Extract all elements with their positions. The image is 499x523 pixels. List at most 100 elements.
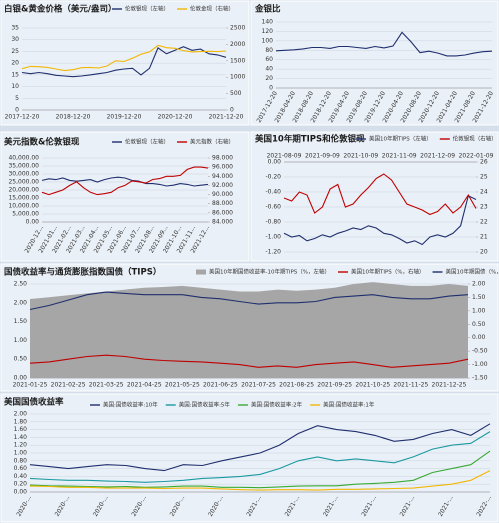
x-tick-label: 2021-09-09 — [305, 153, 340, 160]
y-tick-label: 5,000.00 — [12, 211, 39, 218]
y-tick-label: 0.50 — [14, 356, 28, 363]
chart-panel: 金银比0204060801001201402017-12-202018-04-2… — [250, 0, 499, 126]
y2-tick-label: 24 — [480, 189, 488, 196]
legend-label: 伦敦银现（左轴） — [125, 138, 169, 146]
x-tick-label: 2021-07-25 — [241, 382, 276, 389]
y-tick-label: 40 — [265, 66, 273, 73]
legend-label: 伦敦金现（右轴） — [190, 5, 234, 13]
y-tick-label: 2.00 — [14, 299, 28, 306]
y-tick-label: 1.40 — [14, 434, 28, 441]
series-line — [41, 176, 209, 187]
y2-tick-label: 2500 — [230, 25, 245, 32]
y-tick-label: 0.00 — [268, 159, 282, 166]
series-line — [41, 166, 209, 196]
y2-tick-label: 22 — [480, 219, 488, 226]
panel-background — [250, 131, 499, 262]
y2-tick-label: -1.50 — [472, 375, 488, 382]
chart-panel: 美国10年期TIPS和伦敦银现 -1.20 -1.00 -0.80 -0.60 -0.40… — [250, 131, 499, 262]
y2-tick-label: 1.00 — [472, 307, 486, 314]
y-tick-label: -0.60 — [265, 204, 281, 211]
y-tick-label: 20 — [11, 60, 19, 67]
legend-label: 美元指数（右轴） — [190, 138, 234, 146]
y-tick-label: 2.50 — [14, 281, 28, 288]
y-tick-label: 20,000.00 — [8, 187, 39, 194]
legend-label: 伦敦银现（右轴） — [453, 135, 497, 143]
legend-label: 美国:国债收益率:1年 — [323, 401, 375, 409]
y-tick-label: 35,000.00 — [8, 163, 39, 170]
series-area — [30, 282, 468, 378]
y-tick-label: 0.60 — [14, 465, 28, 472]
y-tick-label: 40,000.00 — [8, 155, 39, 162]
legend-label: 美国:国债收益率:5年 — [179, 401, 231, 409]
y-tick-label: 60 — [265, 56, 273, 63]
y2-tick-label: 20 — [480, 249, 488, 256]
y-tick-label: -0.80 — [265, 219, 281, 226]
y2-tick-label: 2.00 — [472, 281, 486, 288]
y2-tick-label: 94.000 — [212, 173, 233, 180]
y-tick-label: 0 — [269, 85, 273, 92]
y-tick-label: 35 — [11, 25, 19, 32]
y-tick-label: 1.00 — [14, 337, 28, 344]
y-tick-label: 10 — [11, 83, 19, 90]
y-tick-label: 20 — [265, 75, 273, 82]
y2-tick-label: 88.000 — [212, 200, 233, 207]
x-tick-label: 2021-04-25 — [127, 382, 162, 389]
x-tick-label: 2021-11-25 — [393, 382, 428, 389]
series-line — [29, 354, 469, 368]
y-tick-label: 1.60 — [14, 426, 28, 433]
chart-panel: 美国国债收益率0.000.200.400.600.801.001.201.401… — [0, 393, 499, 523]
y-tick-label: 0.40 — [14, 473, 28, 480]
chart-panel: 国债收益率与通货膨胀指数国债（TIPS） 0.00 0.50 1.00 1.50 2.00… — [0, 263, 499, 392]
legend-label: 美国:国债收益率:2年 — [251, 401, 303, 409]
x-tick-label: 2019-12-20 — [107, 114, 142, 121]
y2-tick-label: 21 — [480, 234, 488, 241]
legend-label: 美国10年期TIPS（%，右轴） — [351, 268, 425, 276]
y-tick-label: 15,000.00 — [8, 195, 39, 202]
series-line — [29, 431, 491, 483]
x-tick-label: 2021-12-20 — [209, 114, 244, 121]
x-tick-label: 2021-10-09 — [343, 153, 378, 160]
chart-panel: 白银&黄金价格（美元/盎司） 0 5 10 15 20 25 30 35 0 500 1000 1500… — [0, 0, 250, 126]
y-tick-label: 30,000.00 — [8, 171, 39, 178]
legend-label: 伦敦银现（左轴） — [125, 5, 169, 13]
y2-tick-label: 1500 — [230, 57, 245, 64]
chart-title: 白银&黄金价格（美元/盎司） — [4, 4, 117, 15]
y2-tick-label: 23 — [480, 204, 488, 211]
panel-background — [250, 0, 499, 126]
y-tick-label: 1.20 — [14, 442, 28, 449]
y2-tick-label: 98.000 — [212, 155, 233, 162]
legend-label: 美国:国债收益率:10年 — [103, 401, 158, 409]
x-tick-label: 2021-08-09 — [267, 153, 302, 160]
y-tick-label: 120 — [262, 28, 274, 35]
legend-label: 美国10年期国债（%，右轴） — [446, 268, 499, 276]
y2-tick-label: 0 — [230, 107, 234, 114]
series-line — [283, 173, 477, 216]
x-tick-label: 2021-12-25 — [432, 382, 467, 389]
y2-tick-label: 1000 — [230, 74, 245, 81]
y-tick-label: 0.00 — [14, 375, 28, 382]
x-tick-label: 2021-06-25 — [203, 382, 238, 389]
y-tick-label: -1.20 — [265, 249, 281, 256]
x-tick-label: 2021-02-25 — [51, 382, 86, 389]
series-line — [275, 31, 493, 57]
y-tick-label: 1.80 — [14, 418, 28, 425]
y-tick-label: -0.20 — [265, 174, 281, 181]
y-tick-label: 140 — [262, 19, 274, 26]
chart-title: 美国国债收益率 — [4, 397, 64, 408]
chart-panel: 美元指数&伦敦银现0.005,000.0010,000.0015,000.002… — [0, 131, 250, 262]
y-tick-label: 0 — [15, 107, 19, 114]
y2-tick-label: 84.000 — [212, 219, 233, 226]
series-line — [29, 450, 491, 489]
y-tick-label: 10,000.00 — [8, 203, 39, 210]
y-tick-label: 0.00 — [14, 489, 28, 496]
x-tick-label: 2018-12-20 — [56, 114, 91, 121]
y2-tick-label: 0.50 — [472, 321, 486, 328]
legend-swatch — [196, 269, 206, 275]
series-line — [283, 195, 477, 246]
x-tick-label: 2021-03-25 — [89, 382, 124, 389]
y2-tick-label: 25 — [480, 174, 488, 181]
y2-tick-label: 96.000 — [212, 164, 233, 171]
x-tick-label: 2021-11-09 — [382, 153, 417, 160]
y-tick-label: 25 — [11, 48, 19, 55]
